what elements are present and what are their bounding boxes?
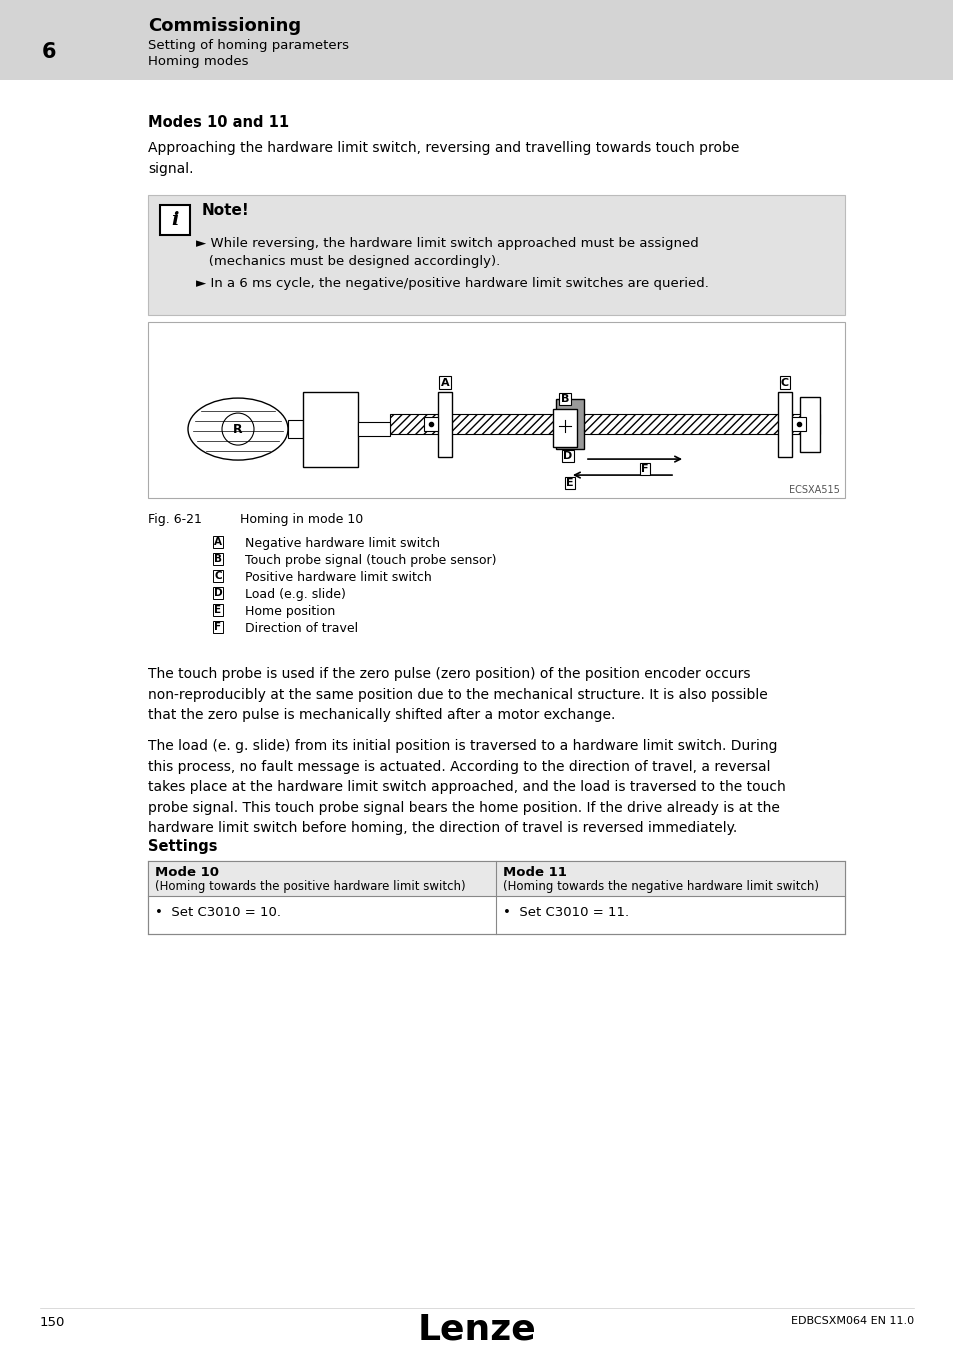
Text: Positive hardware limit switch: Positive hardware limit switch [245, 571, 432, 585]
Text: Modes 10 and 11: Modes 10 and 11 [148, 115, 289, 130]
Text: A: A [440, 378, 449, 387]
Bar [148, 323, 844, 498]
Text: Negative hardware limit switch: Negative hardware limit switch [245, 537, 439, 549]
Text: Commissioning: Commissioning [148, 18, 301, 35]
Text: 150: 150 [40, 1316, 66, 1328]
Circle shape [222, 413, 253, 446]
Text: •  Set C3010 = 10.: • Set C3010 = 10. [154, 906, 281, 919]
Text: Mode 10: Mode 10 [154, 865, 219, 879]
Bar [791, 417, 805, 431]
Text: Homing in mode 10: Homing in mode 10 [240, 513, 363, 526]
Text: R: R [233, 423, 243, 436]
Text: F: F [640, 464, 648, 474]
Text: Lenze: Lenze [417, 1314, 536, 1347]
Text: Load (e.g. slide): Load (e.g. slide) [245, 589, 346, 601]
Bar [0, 0, 953, 80]
Text: A: A [213, 537, 222, 547]
Text: C: C [214, 571, 222, 580]
Text: ► While reversing, the hardware limit switch approached must be assigned
   (mec: ► While reversing, the hardware limit sw… [195, 238, 698, 269]
Bar [553, 409, 577, 447]
Bar [390, 414, 820, 435]
Bar [148, 861, 844, 934]
Text: F: F [214, 622, 221, 632]
Text: i: i [172, 211, 178, 230]
Text: (Homing towards the negative hardware limit switch): (Homing towards the negative hardware li… [503, 880, 819, 892]
Text: B: B [560, 394, 569, 404]
Bar [423, 417, 437, 431]
Text: (Homing towards the positive hardware limit switch): (Homing towards the positive hardware li… [154, 880, 465, 892]
Text: D: D [213, 589, 222, 598]
Text: 6: 6 [42, 42, 56, 62]
Text: Touch probe signal (touch probe sensor): Touch probe signal (touch probe sensor) [245, 554, 496, 567]
Bar [160, 205, 190, 235]
Bar [357, 423, 390, 436]
Text: Homing modes: Homing modes [148, 55, 248, 69]
Ellipse shape [188, 398, 288, 460]
Text: Approaching the hardware limit switch, reversing and travelling towards touch pr: Approaching the hardware limit switch, r… [148, 140, 739, 176]
Bar [148, 861, 844, 896]
Bar [148, 194, 844, 315]
Text: D: D [563, 451, 572, 462]
Text: B: B [213, 554, 222, 564]
Text: E: E [565, 478, 573, 489]
Bar [437, 392, 452, 456]
Text: The touch probe is used if the zero pulse (zero position) of the position encode: The touch probe is used if the zero puls… [148, 667, 767, 722]
Text: E: E [214, 605, 221, 616]
Text: Fig. 6-21: Fig. 6-21 [148, 513, 202, 526]
Text: Direction of travel: Direction of travel [245, 622, 357, 634]
Text: Setting of homing parameters: Setting of homing parameters [148, 39, 349, 53]
Bar [303, 392, 357, 467]
Text: Home position: Home position [245, 605, 335, 618]
Text: Note!: Note! [202, 202, 250, 217]
Text: Settings: Settings [148, 838, 217, 855]
Text: ECSXA515: ECSXA515 [788, 485, 840, 495]
Text: ► In a 6 ms cycle, the negative/positive hardware limit switches are queried.: ► In a 6 ms cycle, the negative/positive… [195, 277, 708, 290]
Bar [778, 392, 791, 456]
Bar [556, 400, 583, 450]
Text: The load (e. g. slide) from its initial position is traversed to a hardware limi: The load (e. g. slide) from its initial … [148, 738, 785, 836]
Text: Mode 11: Mode 11 [503, 865, 567, 879]
Bar [800, 397, 820, 452]
Text: •  Set C3010 = 11.: • Set C3010 = 11. [503, 906, 629, 919]
Text: EDBCSXM064 EN 11.0: EDBCSXM064 EN 11.0 [790, 1316, 913, 1326]
Text: C: C [781, 378, 788, 387]
Bar [288, 420, 303, 439]
